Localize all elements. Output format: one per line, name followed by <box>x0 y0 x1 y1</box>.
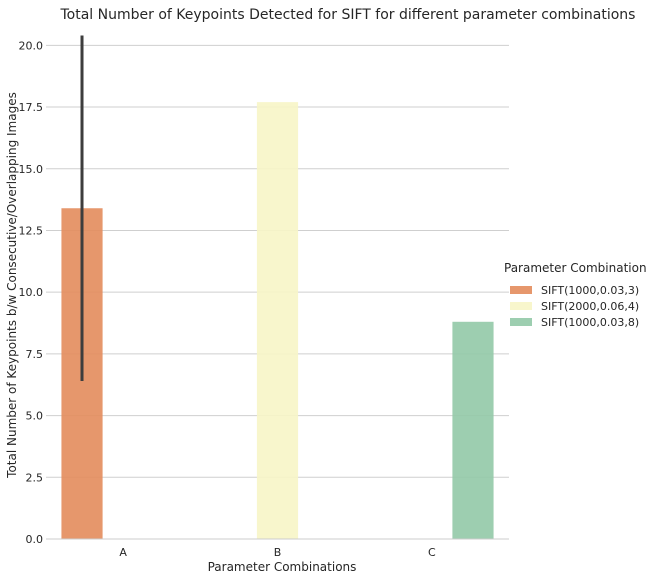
y-tick-label: 12.5 <box>19 224 44 237</box>
legend-label: SIFT(1000,0.03,8) <box>541 316 639 329</box>
y-axis-label: Total Number of Keypoints b/w Consecutiv… <box>5 92 19 479</box>
legend: Parameter Combinations SIFT(1000,0.03,3)… <box>504 261 646 329</box>
y-tick-label: 15.0 <box>19 163 44 176</box>
y-axis-ticks: 0.0 2.5 5.0 7.5 10.0 12.5 15.0 17.5 20.0 <box>19 39 44 546</box>
y-tick-label: 10.0 <box>19 286 44 299</box>
y-tick-label: 17.5 <box>19 101 44 114</box>
legend-label: SIFT(2000,0.06,4) <box>541 300 639 313</box>
y-tick-label: 7.5 <box>26 348 44 361</box>
bar <box>256 102 299 540</box>
x-axis-ticks: A B C <box>119 546 436 559</box>
chart-title: Total Number of Keypoints Detected for S… <box>60 7 636 23</box>
x-tick-label: B <box>274 546 282 559</box>
legend-swatch <box>510 286 532 294</box>
y-tick-label: 2.5 <box>26 471 44 484</box>
legend-label: SIFT(1000,0.03,3) <box>541 284 639 297</box>
legend-swatch <box>510 318 532 326</box>
bar <box>452 321 494 539</box>
y-tick-label: 5.0 <box>26 410 44 423</box>
y-tick-label: 0.0 <box>26 533 44 546</box>
x-tick-label: A <box>119 546 127 559</box>
x-tick-label: C <box>428 546 436 559</box>
x-axis-label: Parameter Combinations <box>208 560 357 574</box>
y-tick-label: 20.0 <box>19 39 44 52</box>
legend-items: SIFT(1000,0.03,3) SIFT(2000,0.06,4) SIFT(1… <box>510 284 639 329</box>
legend-title: Parameter Combinations <box>504 261 646 275</box>
legend-swatch <box>510 302 532 310</box>
bars <box>61 102 494 540</box>
